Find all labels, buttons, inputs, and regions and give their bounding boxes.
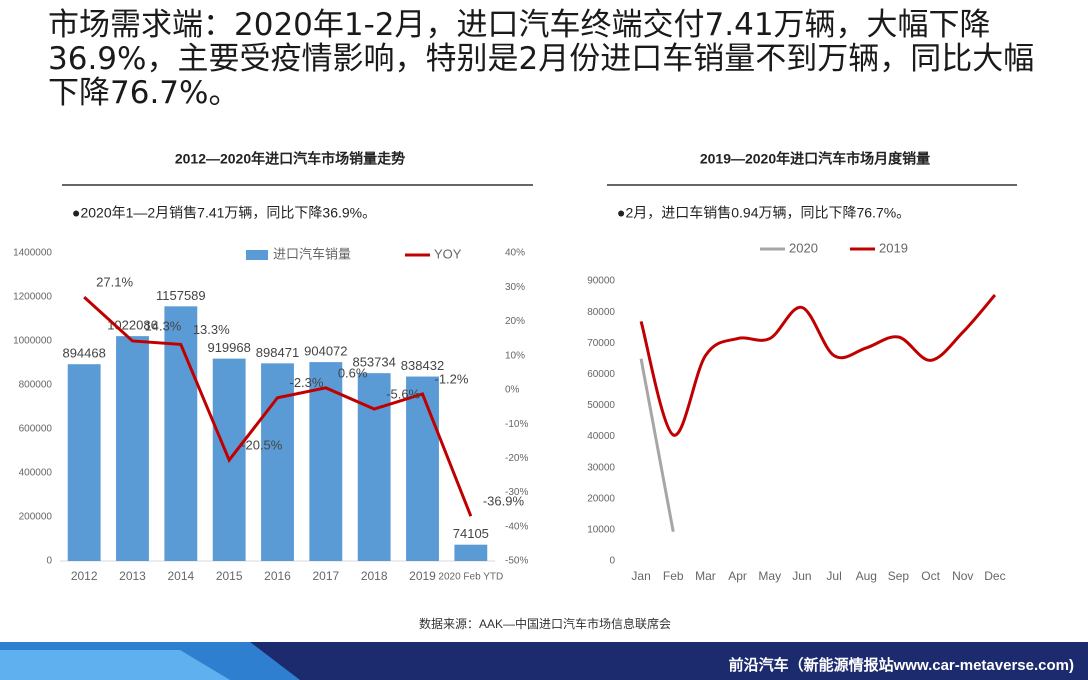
data-label: -36.9% — [483, 494, 525, 509]
data-label: -2.3% — [290, 375, 324, 390]
chart-title: 2019—2020年进口汽车市场月度销量 — [700, 151, 930, 167]
y-tick-label: 800000 — [19, 380, 53, 391]
data-label: 904072 — [304, 344, 347, 359]
y2-tick-label: 40% — [505, 248, 525, 259]
footer-accent — [0, 650, 230, 680]
footer: 前沿汽车（新能源情报站www.car-metaverse.com) — [729, 656, 1074, 674]
y-tick-label: 20000 — [587, 493, 615, 504]
x-tick-label: 2015 — [216, 569, 243, 583]
bar — [406, 376, 439, 561]
data-label: 14.3% — [145, 318, 182, 333]
x-tick-label: 2014 — [167, 569, 194, 583]
y-tick-label: 600000 — [19, 424, 53, 435]
data-label: -20.5% — [241, 437, 283, 452]
chart-subtitle: ●2月，进口车销售0.94万辆，同比下降76.7%。 — [617, 205, 910, 221]
y-tick-label: 1200000 — [13, 292, 52, 303]
y2-tick-label: 0% — [505, 385, 520, 396]
y2-tick-label: -50% — [505, 556, 528, 567]
y-tick-label: 0 — [46, 556, 52, 567]
y2-tick-label: 20% — [505, 316, 525, 327]
x-tick-label: 2017 — [312, 569, 339, 583]
bar — [164, 306, 198, 561]
y-tick-label: 200000 — [19, 512, 53, 523]
data-label: 13.3% — [193, 322, 230, 337]
x-tick-label: 2012 — [71, 569, 98, 583]
source: 数据来源：AAK—中国进口汽车市场信息联席会 — [419, 616, 671, 631]
legend-swatch — [246, 250, 268, 260]
x-tick-label: 2020 Feb YTD — [438, 572, 503, 583]
y-tick-label: 0 — [609, 556, 615, 567]
y2-tick-label: 10% — [505, 350, 525, 361]
y-tick-label: 80000 — [587, 307, 615, 318]
chart-title: 2012—2020年进口汽车市场销量走势 — [175, 151, 405, 167]
y-tick-label: 60000 — [587, 369, 615, 380]
x-tick-label: 2018 — [361, 569, 388, 583]
y-tick-label: 90000 — [587, 276, 615, 287]
data-label: 853734 — [352, 355, 395, 370]
legend-label: 2019 — [879, 240, 908, 255]
bar — [454, 544, 488, 561]
x-tick-label: Jan — [631, 569, 650, 583]
data-label: 27.1% — [96, 275, 133, 290]
x-tick-label: Oct — [921, 569, 940, 583]
y-tick-label: 1400000 — [13, 248, 52, 259]
x-tick-label: Apr — [728, 569, 747, 583]
data-label: -1.2% — [435, 371, 469, 386]
x-tick-label: 2016 — [264, 569, 291, 583]
data-label: 898471 — [256, 345, 299, 360]
y-tick-label: 10000 — [587, 525, 615, 536]
y-tick-label: 400000 — [19, 468, 53, 479]
data-label: -5.6% — [386, 386, 420, 401]
x-tick-label: Mar — [695, 569, 716, 583]
x-tick-label: Nov — [952, 569, 973, 583]
y-tick-label: 50000 — [587, 400, 615, 411]
bar — [116, 336, 149, 561]
x-tick-label: Dec — [984, 569, 1005, 583]
data-label: 0.6% — [338, 365, 368, 380]
y2-tick-label: -40% — [505, 521, 528, 532]
x-tick-label: May — [758, 569, 781, 583]
line — [639, 294, 997, 437]
x-tick-label: 2013 — [119, 569, 146, 583]
data-label: 74105 — [453, 526, 489, 541]
x-tick-label: Sep — [888, 569, 910, 583]
y-tick-label: 1000000 — [13, 336, 52, 347]
y2-tick-label: 30% — [505, 282, 525, 293]
headline: 市场需求端：2020年1-2月，进口汽车终端交付7.41万辆，大幅下降36.9%… — [48, 7, 1035, 111]
legend-label: 2020 — [789, 240, 818, 255]
data-label: 1157589 — [156, 288, 206, 303]
bar — [67, 364, 101, 561]
data-label: 838432 — [401, 358, 444, 373]
bar — [261, 363, 294, 561]
x-tick-label: 2019 — [409, 569, 436, 583]
x-tick-label: Jun — [792, 569, 811, 583]
y-tick-label: 40000 — [587, 431, 615, 442]
x-tick-label: Feb — [663, 569, 684, 583]
y2-tick-label: -30% — [505, 487, 528, 498]
y2-tick-label: -10% — [505, 419, 528, 430]
data-label: 894468 — [62, 346, 105, 361]
x-tick-label: Aug — [856, 569, 877, 583]
y2-tick-label: -20% — [505, 453, 528, 464]
line — [639, 358, 675, 533]
y-tick-label: 70000 — [587, 338, 615, 349]
data-label: 919968 — [207, 340, 250, 355]
line — [83, 296, 473, 517]
bar — [309, 362, 343, 561]
chart-subtitle: ●2020年1—2月销售7.41万辆，同比下降36.9%。 — [72, 205, 376, 221]
x-tick-label: Jul — [826, 569, 841, 583]
legend-label: 进口汽车销量 — [273, 246, 351, 261]
y-tick-label: 30000 — [587, 462, 615, 473]
legend-label: YOY — [434, 246, 462, 261]
